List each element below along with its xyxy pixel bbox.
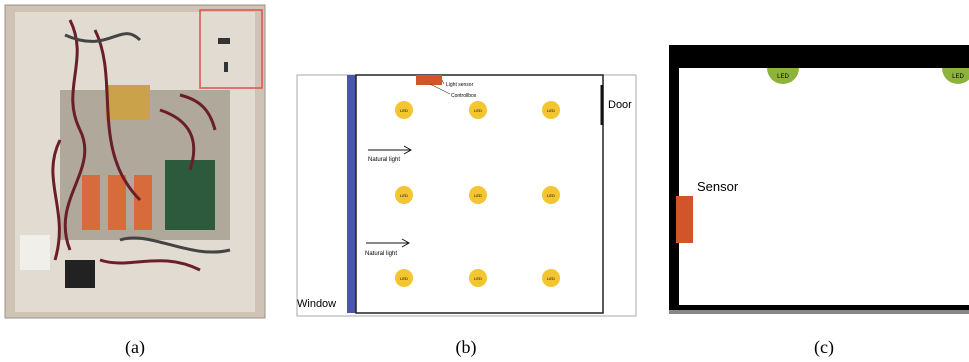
led-label: LED: [400, 193, 408, 198]
led-label: LED: [400, 108, 408, 113]
led: [942, 68, 969, 84]
sensor: [676, 196, 693, 243]
led: [542, 101, 560, 119]
window-bar: [347, 75, 356, 313]
led: [395, 186, 413, 204]
led: [542, 186, 560, 204]
led: [469, 101, 487, 119]
label: Window: [297, 298, 336, 310]
led-grid: LED LED LED LED LED LED LED LED LED: [395, 101, 560, 287]
label: Natural light: [365, 251, 397, 257]
led-row: LED LED: [767, 68, 969, 84]
label: Light sensor: [446, 82, 474, 88]
led: [395, 101, 413, 119]
photo: [4, 4, 266, 319]
room-render: [669, 45, 969, 314]
label: Natural light: [368, 157, 400, 163]
caption: (c): [814, 337, 834, 358]
led-label: LED: [547, 108, 555, 113]
led-label: LED: [952, 74, 964, 80]
led: [469, 269, 487, 287]
led-label: LED: [474, 276, 482, 281]
caption: (b): [456, 337, 477, 358]
label: Door: [608, 99, 632, 111]
led-label: LED: [547, 276, 555, 281]
caption: (a): [125, 337, 145, 358]
led-label: LED: [400, 276, 408, 281]
led-label: LED: [777, 74, 789, 80]
light-sensor: [416, 75, 442, 85]
label: Controllbox: [451, 93, 477, 99]
led-label: LED: [547, 193, 555, 198]
led: [767, 68, 799, 84]
led-label: LED: [474, 108, 482, 113]
floor-plan: [296, 74, 637, 317]
label: Sensor: [697, 179, 739, 194]
led: [395, 269, 413, 287]
led-label: LED: [474, 193, 482, 198]
led: [469, 186, 487, 204]
led: [542, 269, 560, 287]
